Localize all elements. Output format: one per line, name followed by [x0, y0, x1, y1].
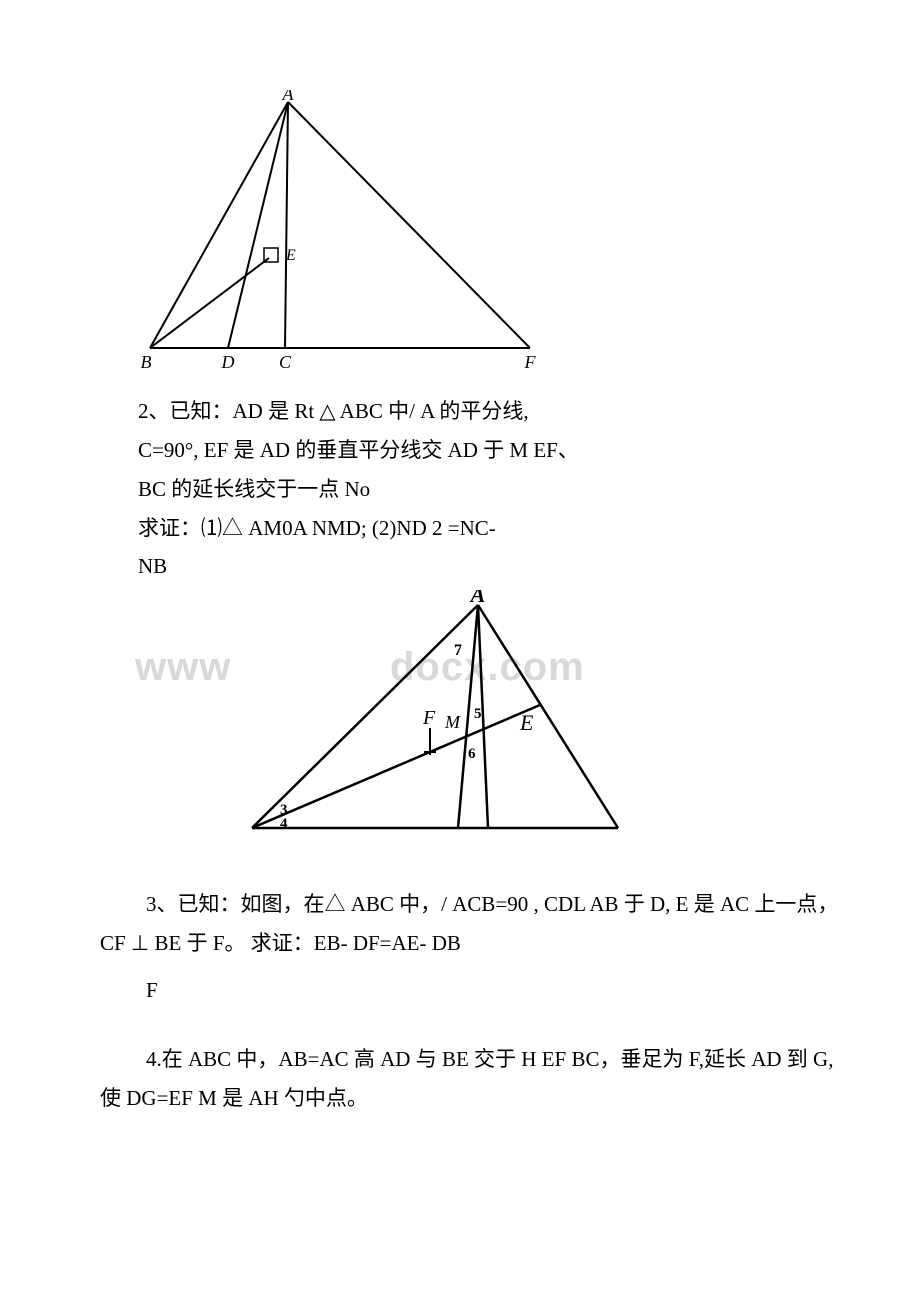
- label2-E: E: [519, 710, 534, 735]
- p2-line-4: 求证：⑴△ AM0A NMD; (2)ND 2 =NC-: [138, 509, 820, 548]
- label2-F: F: [422, 707, 436, 729]
- problem-4-text: 4.在 ABC 中，AB=AC 高 AD 与 BE 交于 H EF BC，垂足为…: [100, 1040, 840, 1118]
- p2-line-3: BC 的延长线交于一点 No: [138, 470, 820, 509]
- label2-A: A: [469, 590, 486, 607]
- label-B: B: [141, 352, 152, 372]
- label2-5: 5: [474, 706, 482, 722]
- problem-3-text: 3、已知：如图，在△ ABC 中，/ ACB=90 , CDL AB 于 D, …: [100, 885, 840, 1010]
- p4-line-1: 4.在 ABC 中，AB=AC 高 AD 与 BE 交于 H EF BC，垂足为…: [100, 1040, 840, 1118]
- p2-line-1: 2、已知：AD 是 Rt △ ABC 中/ A 的平分线,: [138, 392, 820, 431]
- label-A: A: [282, 90, 295, 104]
- figure-2-svg: A F M E 7 5 6 3 4: [240, 590, 640, 850]
- label-E: E: [285, 247, 296, 264]
- label2-7: 7: [454, 642, 462, 659]
- label-C: C: [279, 352, 292, 372]
- problem-2-text: 2、已知：AD 是 Rt △ ABC 中/ A 的平分线, C=90°, EF …: [138, 392, 820, 586]
- figure-1-svg: A B D C F E: [130, 90, 550, 380]
- p3-line-1: 3、已知：如图，在△ ABC 中，/ ACB=90 , CDL AB 于 D, …: [100, 885, 840, 963]
- label2-M: M: [444, 712, 461, 732]
- p2-line-5: NB: [138, 547, 820, 586]
- figure-1: A B D C F E: [130, 90, 820, 380]
- watermark-left: www: [135, 645, 231, 690]
- label2-6: 6: [468, 746, 476, 762]
- p2-line-2: C=90°, EF 是 AD 的垂直平分线交 AD 于 M EF、: [138, 431, 820, 470]
- figure-2-container: www docx.com A F M E: [240, 590, 820, 855]
- label2-4: 4: [280, 816, 288, 832]
- label-F: F: [524, 352, 537, 372]
- p3-line-2: F: [100, 971, 840, 1010]
- label-D: D: [221, 352, 235, 372]
